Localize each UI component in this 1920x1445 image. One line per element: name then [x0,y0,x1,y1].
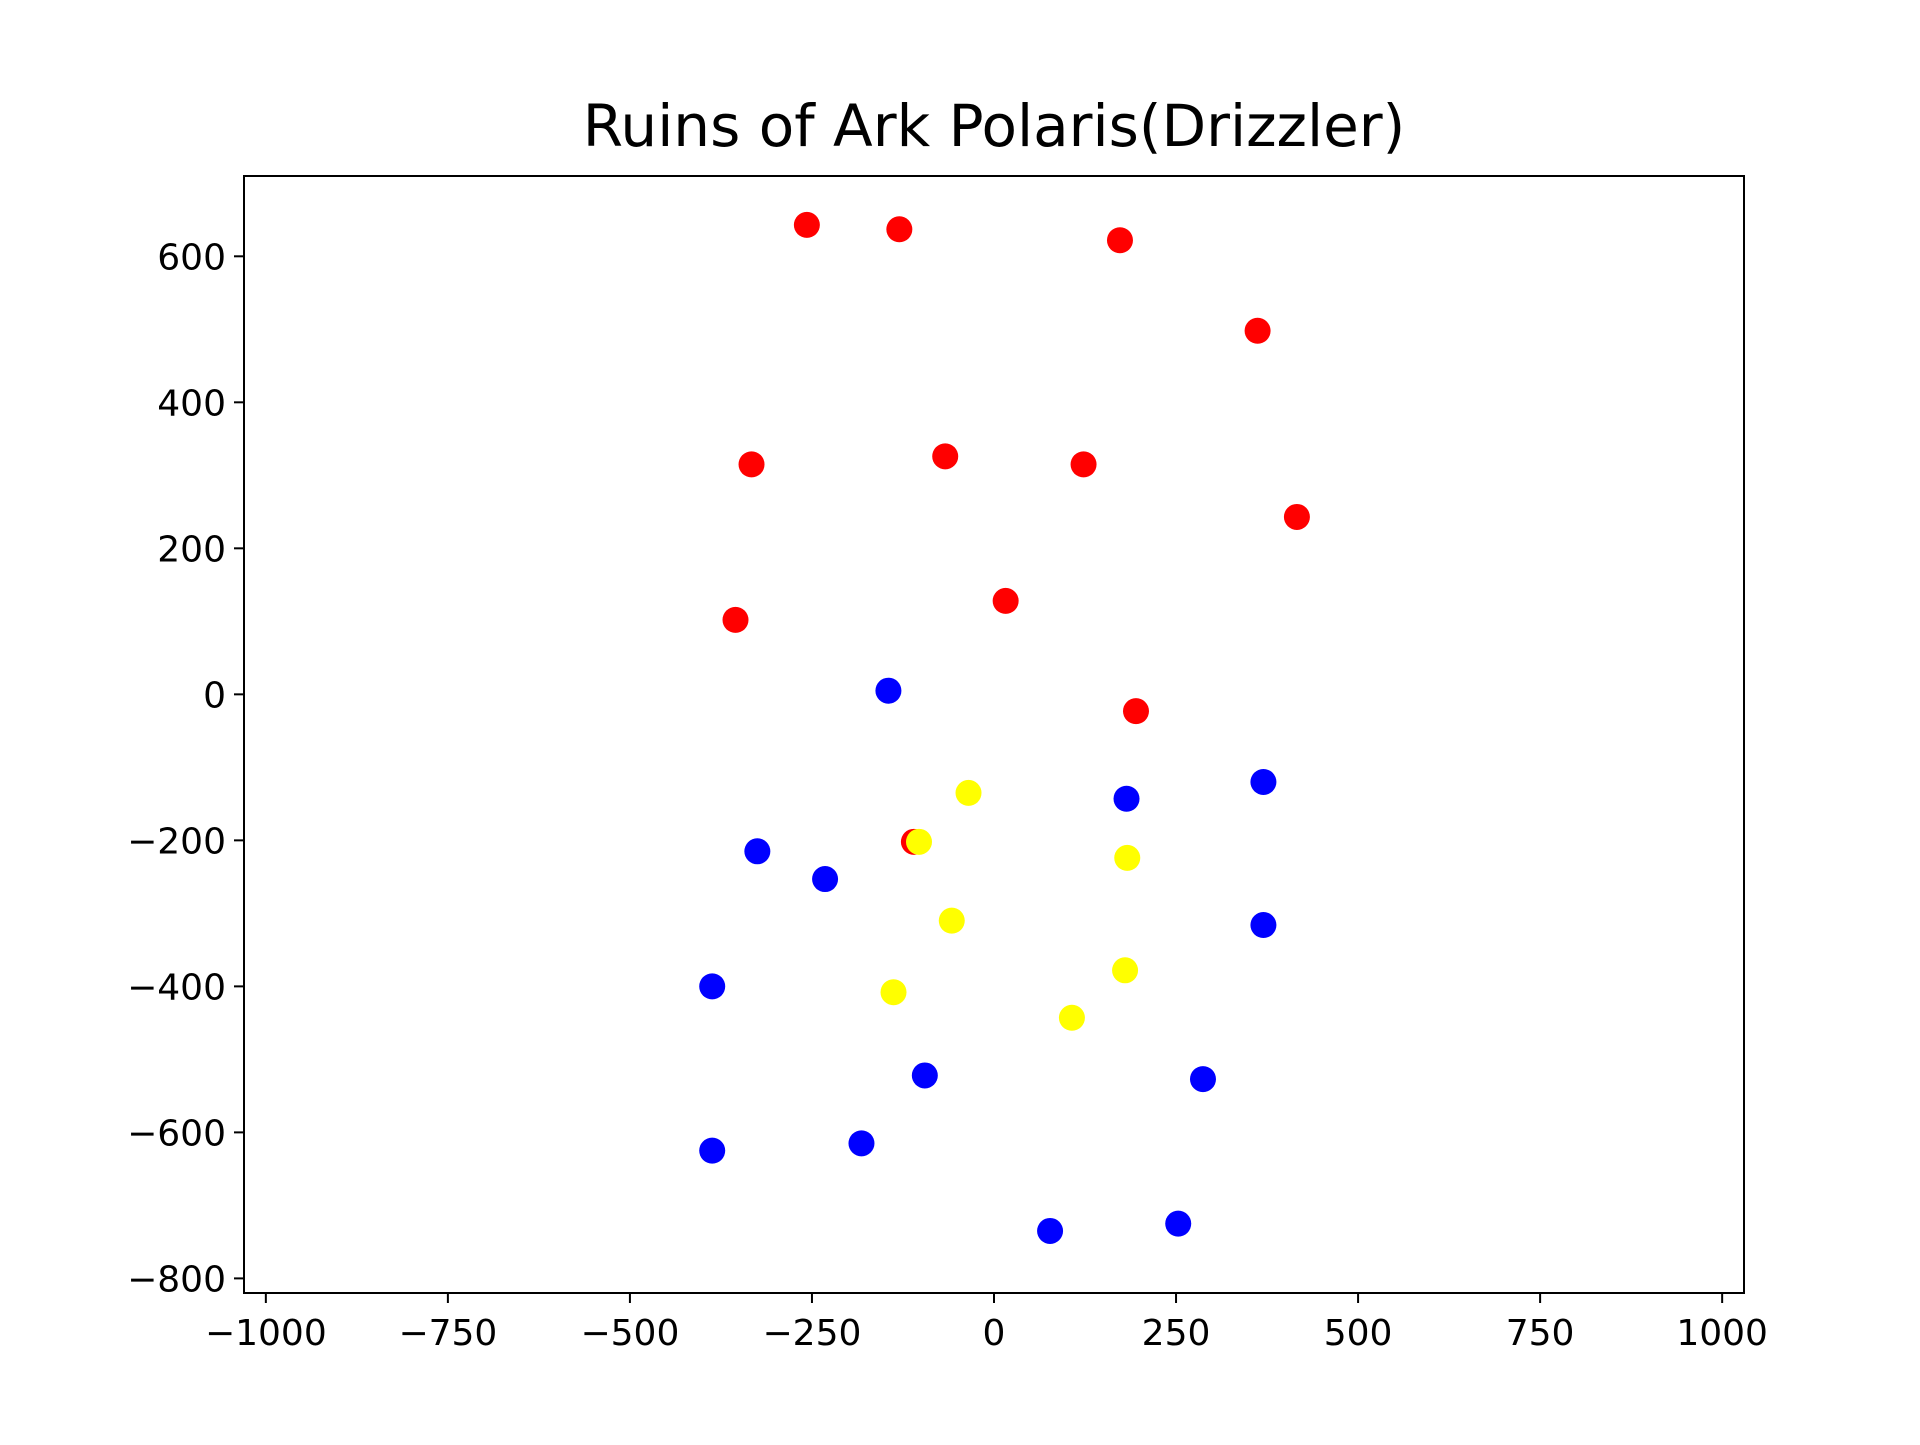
data-point [938,907,965,934]
data-point [932,443,959,470]
y-tick-label: 600 [157,237,226,278]
data-point [1106,227,1133,254]
y-axis-ticks: 600 400 200 0 −200 −400 −600 −800 [127,237,244,1300]
data-point [875,677,902,704]
data-point [1244,317,1271,344]
y-tick-label: 200 [157,529,226,570]
series-2 [880,779,1141,1031]
x-tick-label: 1000 [1676,1313,1768,1354]
data-point [1122,698,1149,725]
data-point [744,838,771,865]
y-tick-label: −200 [127,821,226,862]
x-tick-label: 0 [983,1313,1006,1354]
data-point [911,1062,938,1089]
data-point [880,979,907,1006]
data-point [722,606,749,633]
y-tick-label: −800 [127,1259,226,1300]
y-tick-label: −400 [127,967,226,1008]
data-point [699,973,726,1000]
data-point [886,216,913,243]
plot-frame [243,175,1745,1294]
chart-title: Ruins of Ark Polaris(Drizzler) [583,92,1406,160]
data-point [1165,1210,1192,1237]
data-point [699,1137,726,1164]
data-point [812,866,839,893]
x-tick-label: −250 [763,1313,862,1354]
data-point [738,451,765,478]
x-axis-ticks: −1000 −750 −500 −250 0 250 500 750 1000 [205,1293,1768,1354]
y-tick-label: 400 [157,383,226,424]
data-point [1070,451,1097,478]
x-tick-label: −1000 [205,1313,327,1354]
data-point [992,587,1019,614]
data-point [1058,1004,1085,1031]
data-point [955,779,982,806]
x-tick-label: −750 [398,1313,497,1354]
data-point [1189,1066,1216,1093]
data-point [848,1130,875,1157]
data-points [699,211,1310,1244]
data-point [1113,785,1140,812]
data-point [1114,844,1141,871]
data-point [906,828,932,855]
data-point [1112,957,1139,984]
data-point [1250,768,1277,795]
y-tick-label: 0 [203,675,226,716]
data-point [1250,912,1277,939]
x-tick-label: 250 [1142,1313,1211,1354]
data-point [1283,503,1310,530]
x-tick-label: −500 [580,1313,679,1354]
data-point [793,211,820,238]
series-1 [699,677,1277,1244]
x-tick-label: 500 [1324,1313,1393,1354]
y-tick-label: −600 [127,1113,226,1154]
x-tick-label: 750 [1506,1313,1575,1354]
data-point [1037,1217,1064,1244]
